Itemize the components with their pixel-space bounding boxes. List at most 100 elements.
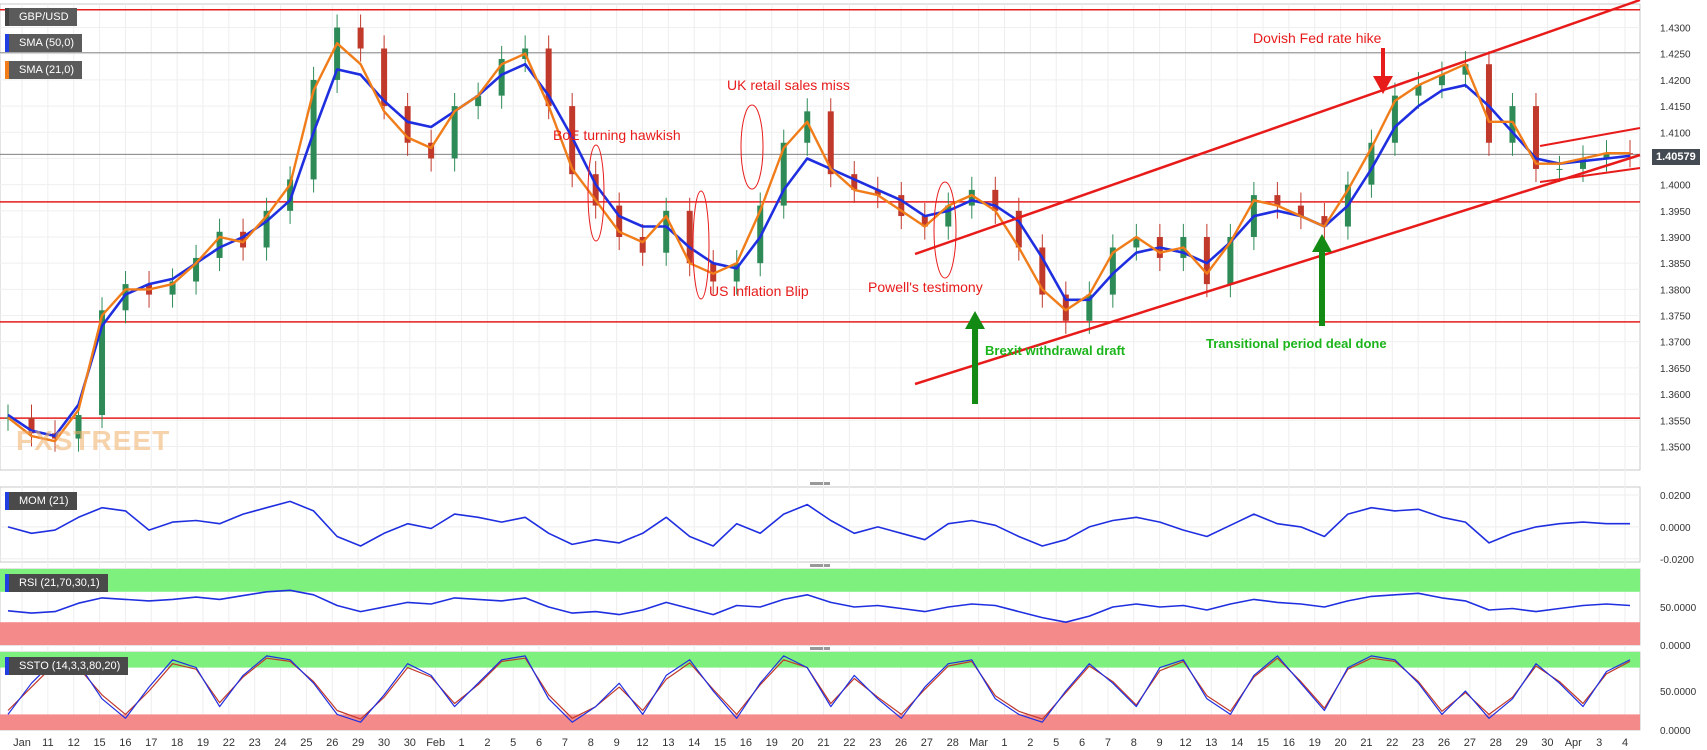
candle-body bbox=[898, 195, 905, 217]
y-tick-label: 1.3500 bbox=[1660, 442, 1691, 453]
candle-body bbox=[1133, 237, 1140, 248]
candle-body bbox=[545, 48, 552, 107]
mom-label[interactable]: MOM (21) bbox=[5, 492, 77, 510]
candle-body bbox=[851, 174, 858, 190]
candle-body bbox=[263, 210, 270, 248]
sma50-label[interactable]: SMA (50,0) bbox=[5, 34, 83, 52]
candle-body bbox=[1274, 195, 1281, 206]
candle-body bbox=[804, 111, 811, 143]
x-tick-label: 2 bbox=[1027, 737, 1033, 749]
arrow-up-brexit-head bbox=[965, 311, 985, 329]
sma50-line bbox=[7, 62, 1631, 438]
annotation-boe: BoE turning hawkish bbox=[553, 127, 681, 143]
x-tick-label: 4 bbox=[1622, 737, 1628, 749]
x-tick-label: 23 bbox=[1412, 737, 1424, 749]
x-tick-label: 12 bbox=[1179, 737, 1191, 749]
annotation-us-inflation: US Inflation Blip bbox=[709, 283, 809, 299]
x-tick-label: 9 bbox=[1157, 737, 1163, 749]
annotation-uk-retail: UK retail sales miss bbox=[727, 77, 850, 93]
candle-body bbox=[28, 417, 35, 434]
wedge-upper-line bbox=[1539, 127, 1641, 147]
candle-body bbox=[1086, 294, 1093, 321]
x-tick-label: 24 bbox=[274, 737, 286, 749]
watermark-logo: FXSTREET bbox=[16, 425, 171, 456]
candle-body bbox=[334, 27, 341, 80]
x-tick-label: 27 bbox=[921, 737, 933, 749]
candle-body bbox=[663, 210, 670, 253]
x-tick-label: 19 bbox=[766, 737, 778, 749]
annotation-powell: Powell's testimony bbox=[868, 279, 983, 295]
x-tick-label: 18 bbox=[171, 737, 183, 749]
channel-lower-line bbox=[914, 153, 1641, 386]
panel-splitter-handle bbox=[810, 564, 830, 567]
x-tick-label: 14 bbox=[688, 737, 700, 749]
rsi-y-tick: 50.0000 bbox=[1660, 603, 1697, 614]
x-tick-label: 6 bbox=[1079, 737, 1085, 749]
x-tick-label: 23 bbox=[249, 737, 261, 749]
x-tick-label: 30 bbox=[404, 737, 416, 749]
y-tick-label: 1.4250 bbox=[1660, 50, 1691, 61]
x-tick-label: 3 bbox=[1596, 737, 1602, 749]
candle-body bbox=[1391, 95, 1398, 143]
candle-body bbox=[216, 231, 223, 258]
candle-body bbox=[357, 27, 364, 49]
mom-y-tick: 0.0200 bbox=[1660, 491, 1691, 502]
y-tick-label: 1.3650 bbox=[1660, 364, 1691, 375]
x-tick-label: 20 bbox=[1334, 737, 1346, 749]
x-tick-label: Apr bbox=[1565, 737, 1582, 749]
arrow-up-transitional-head bbox=[1312, 234, 1332, 252]
x-tick-label: 15 bbox=[93, 737, 105, 749]
candle-body bbox=[404, 106, 411, 143]
candle-body bbox=[240, 231, 247, 248]
candle-body bbox=[1438, 74, 1445, 86]
x-tick-label: 21 bbox=[1360, 737, 1372, 749]
x-tick-label: 9 bbox=[614, 737, 620, 749]
annotation-dovish-fed: Dovish Fed rate hike bbox=[1253, 30, 1382, 46]
candle-body bbox=[686, 210, 693, 264]
sma21-label[interactable]: SMA (21,0) bbox=[5, 61, 83, 79]
y-tick-label: 1.3750 bbox=[1660, 312, 1691, 323]
sma21-line bbox=[7, 42, 1630, 443]
x-tick-label: 28 bbox=[1490, 737, 1502, 749]
x-tick-label: 8 bbox=[1131, 737, 1137, 749]
x-tick-label: 25 bbox=[300, 737, 312, 749]
candle-body bbox=[1509, 106, 1516, 143]
candle-body bbox=[428, 142, 435, 159]
y-tick-label: 1.3900 bbox=[1660, 233, 1691, 244]
rsi-label[interactable]: RSI (21,70,30,1) bbox=[5, 574, 108, 592]
y-tick-label: 1.3850 bbox=[1660, 259, 1691, 270]
mom-line bbox=[7, 500, 1630, 547]
candle-body bbox=[1297, 205, 1304, 217]
x-tick-label: 6 bbox=[536, 737, 542, 749]
candle-body bbox=[1485, 64, 1492, 143]
event-ellipse bbox=[933, 181, 957, 279]
x-tick-label: 19 bbox=[197, 737, 209, 749]
candle-body bbox=[122, 284, 129, 311]
x-tick-label: 5 bbox=[1053, 737, 1059, 749]
x-tick-label: 7 bbox=[562, 737, 568, 749]
candle-body bbox=[592, 174, 599, 206]
y-tick-label: 1.3700 bbox=[1660, 338, 1691, 349]
annotation-transitional: Transitional period deal done bbox=[1206, 336, 1387, 351]
instrument-label: GBP/USD bbox=[5, 8, 77, 26]
x-tick-label: 1 bbox=[1001, 737, 1007, 749]
x-tick-label: Feb bbox=[426, 737, 445, 749]
y-tick-label: 1.4200 bbox=[1660, 76, 1691, 87]
rsi-y-tick: 0.0000 bbox=[1660, 641, 1691, 652]
x-tick-label: 15 bbox=[714, 737, 726, 749]
x-tick-label: 7 bbox=[1105, 737, 1111, 749]
candle-body bbox=[827, 111, 834, 175]
ssto-overbought-zone bbox=[0, 652, 1640, 668]
x-tick-label: 22 bbox=[1386, 737, 1398, 749]
x-tick-label: 14 bbox=[1231, 737, 1243, 749]
candle-body bbox=[287, 179, 294, 211]
ssto-oversold-zone bbox=[0, 714, 1640, 730]
x-tick-label: Jan bbox=[13, 737, 31, 749]
candle-body bbox=[99, 310, 106, 416]
x-tick-label: 12 bbox=[68, 737, 80, 749]
x-tick-label: 15 bbox=[1257, 737, 1269, 749]
y-tick-label: 1.3950 bbox=[1660, 207, 1691, 218]
ssto-label[interactable]: SSTO (14,3,3,80,20) bbox=[5, 657, 129, 675]
x-tick-label: 30 bbox=[378, 737, 390, 749]
